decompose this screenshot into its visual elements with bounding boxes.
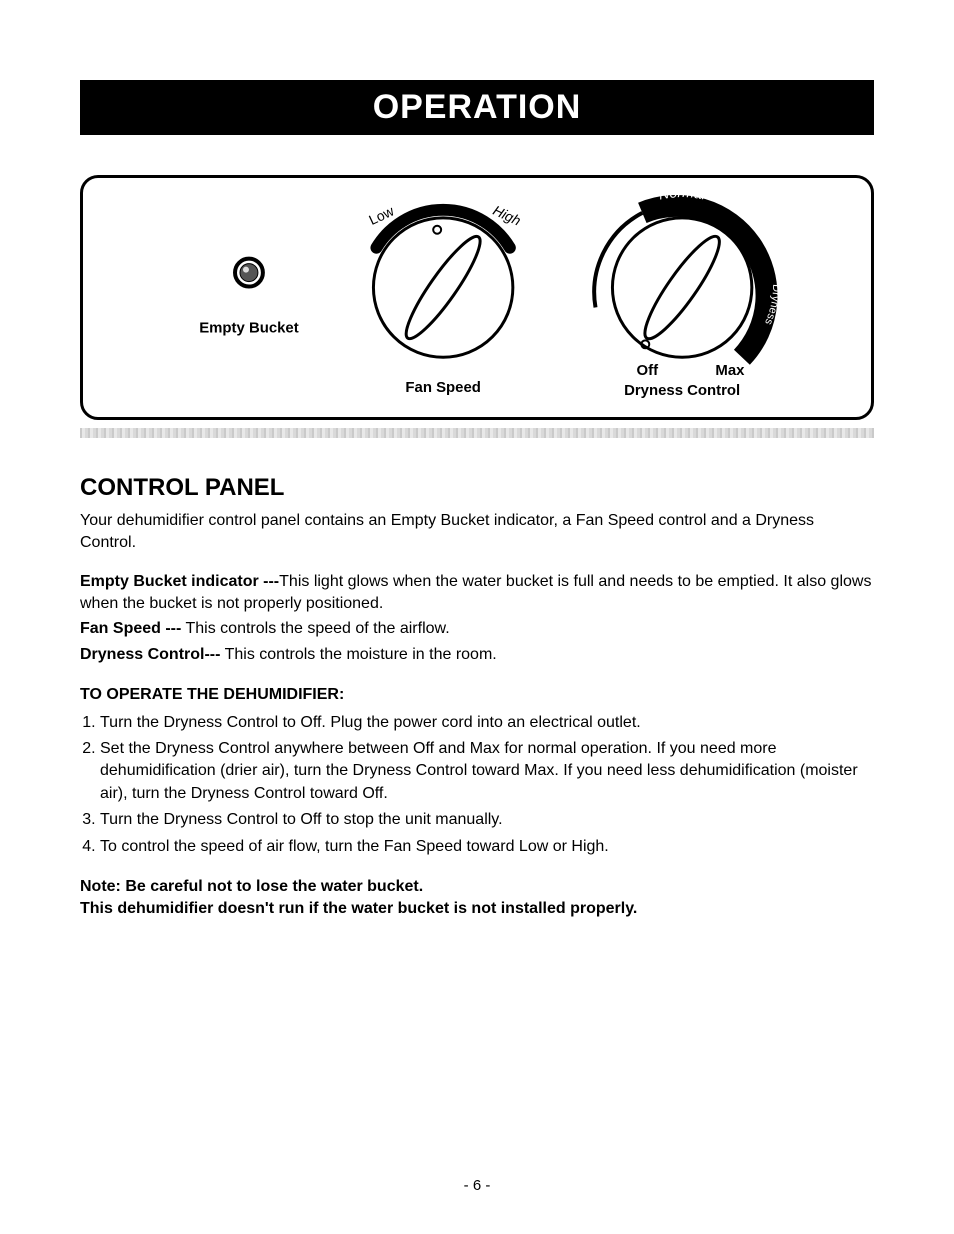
page-header: OPERATION	[80, 80, 874, 135]
section-title: CONTROL PANEL	[80, 474, 874, 502]
list-item: Set the Dryness Control anywhere between…	[100, 738, 874, 805]
note-line-2: This dehumidifier doesn't run if the wat…	[80, 898, 874, 920]
list-item: Turn the Dryness Control to Off. Plug th…	[100, 712, 874, 734]
def-fan-speed: Fan Speed --- This controls the speed of…	[80, 618, 874, 640]
dryness-off-label: Off	[637, 362, 659, 379]
dryness-control-dial: Normal Dryness	[594, 184, 782, 357]
list-item: To control the speed of air flow, turn t…	[100, 836, 874, 858]
def-dryness: Dryness Control--- This controls the moi…	[80, 644, 874, 666]
intro-paragraph: Your dehumidifier control panel contains…	[80, 510, 874, 553]
dryness-control-label: Dryness Control	[624, 382, 740, 399]
page-number: - 6 -	[0, 1177, 954, 1194]
operate-heading: TO OPERATE THE DEHUMIDIFIER:	[80, 686, 874, 704]
dryness-max-label: Max	[715, 362, 745, 379]
def-term: Fan Speed ---	[80, 620, 181, 637]
list-item: Turn the Dryness Control to Off to stop …	[100, 809, 874, 831]
def-term: Empty Bucket indicator ---	[80, 573, 279, 590]
def-text: This controls the speed of the airflow.	[181, 620, 449, 637]
operation-steps: Turn the Dryness Control to Off. Plug th…	[80, 712, 874, 858]
scan-artifact	[80, 428, 874, 438]
control-panel-diagram: Empty Bucket Low High Fan Speed	[80, 175, 874, 420]
note-line-1: Note: Be careful not to lose the water b…	[80, 876, 874, 898]
fan-speed-dial: Low High	[366, 202, 523, 357]
def-text: This controls the moisture in the room.	[220, 646, 496, 663]
def-term: Dryness Control---	[80, 646, 220, 663]
empty-bucket-label: Empty Bucket	[199, 319, 299, 336]
def-empty-bucket: Empty Bucket indicator ---This light glo…	[80, 571, 874, 614]
panel-svg: Empty Bucket Low High Fan Speed	[83, 178, 871, 417]
fan-speed-label: Fan Speed	[405, 379, 480, 396]
empty-bucket-indicator	[235, 259, 263, 287]
